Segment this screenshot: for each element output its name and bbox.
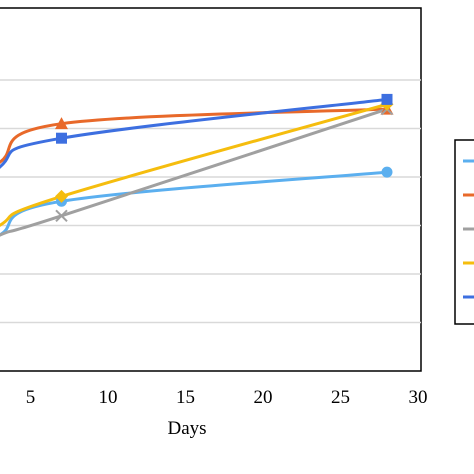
x-tick-label: 5 xyxy=(26,387,36,408)
data-point xyxy=(381,166,393,178)
series-line xyxy=(0,102,389,227)
series-line xyxy=(0,107,389,164)
data-point xyxy=(55,209,68,223)
data-point xyxy=(55,117,68,130)
data-point xyxy=(55,189,68,203)
series-line xyxy=(0,170,389,237)
x-axis-tick-labels: 5 10 15 20 25 30 xyxy=(26,387,428,408)
x-tick-label: 15 xyxy=(176,387,195,408)
x-tick-label: 20 xyxy=(254,387,273,408)
data-point xyxy=(56,132,67,144)
series-lines xyxy=(0,97,389,237)
data-point xyxy=(381,93,393,105)
x-tick-label: 10 xyxy=(99,387,118,408)
series-markers xyxy=(55,93,394,223)
x-tick-label: 25 xyxy=(331,387,350,408)
x-tick-label: 30 xyxy=(409,387,428,408)
plot-area-border xyxy=(0,7,422,372)
x-axis-title: Days xyxy=(167,418,206,439)
series-line xyxy=(0,97,389,169)
legend-box xyxy=(454,139,474,325)
series-line xyxy=(0,107,389,237)
legend xyxy=(454,139,474,325)
